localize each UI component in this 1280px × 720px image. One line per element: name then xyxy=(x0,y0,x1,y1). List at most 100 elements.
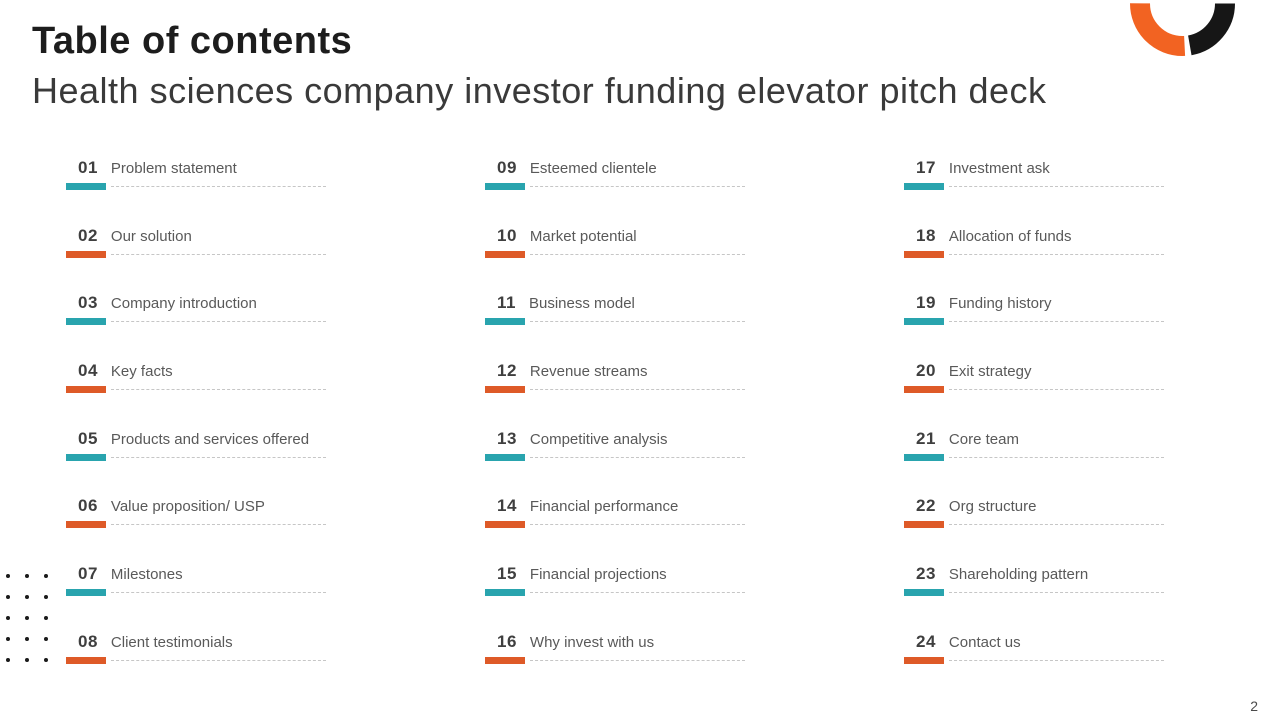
toc-item-16[interactable]: 16 Why invest with us xyxy=(485,632,745,700)
toc-item-20[interactable]: 20 Exit strategy xyxy=(904,361,1164,429)
toc-item-underline xyxy=(485,183,745,190)
accent-bar xyxy=(66,521,106,529)
toc-item-23[interactable]: 23 Shareholding pattern xyxy=(904,564,1164,632)
accent-bar xyxy=(485,250,525,258)
item-label: Financial projections xyxy=(529,566,667,584)
page-subtitle: Health sciences company investor funding… xyxy=(32,69,1047,111)
toc-item-15[interactable]: 15 Financial projections xyxy=(485,564,745,632)
toc-item-heading: 24 Contact us xyxy=(904,632,1164,653)
toc-item-underline xyxy=(485,453,745,461)
dot xyxy=(6,616,10,620)
toc-item-heading: 09 Esteemed clientele xyxy=(485,158,745,179)
dot xyxy=(6,658,10,662)
toc-item-09[interactable]: 09 Esteemed clientele xyxy=(485,158,745,226)
accent-bar xyxy=(66,656,106,664)
item-number: 08 xyxy=(78,631,98,651)
toc-item-22[interactable]: 22 Org structure xyxy=(904,496,1164,564)
item-label: Org structure xyxy=(948,498,1037,516)
dot xyxy=(6,637,10,641)
item-number: 19 xyxy=(916,293,936,313)
dashed-line xyxy=(530,186,745,187)
dashed-line xyxy=(530,321,745,323)
toc-item-21[interactable]: 21 Core team xyxy=(904,429,1164,497)
item-number: 01 xyxy=(78,158,98,177)
toc-item-01[interactable]: 01 Problem statement xyxy=(66,158,326,226)
toc-item-07[interactable]: 07 Milestones xyxy=(66,564,326,632)
toc-item-heading: 03 Company introduction xyxy=(66,293,326,314)
item-label: Esteemed clientele xyxy=(529,160,657,177)
dashed-line xyxy=(949,524,1164,526)
accent-bar xyxy=(485,183,525,190)
item-label: Market potential xyxy=(529,227,637,245)
toc-item-17[interactable]: 17 Investment ask xyxy=(904,158,1164,226)
item-label: Revenue streams xyxy=(529,363,648,381)
dashed-line xyxy=(530,524,745,526)
item-number: 13 xyxy=(497,428,517,448)
item-number: 07 xyxy=(78,564,98,584)
toc-column-1: 01 Problem statement 02 Our solution 03 … xyxy=(66,158,326,700)
accent-bar xyxy=(904,453,944,461)
toc-item-heading: 15 Financial projections xyxy=(485,564,745,585)
toc-item-underline xyxy=(66,656,326,664)
toc-item-underline xyxy=(66,589,326,597)
item-label: Shareholding pattern xyxy=(948,566,1089,584)
dot xyxy=(6,574,10,578)
accent-bar xyxy=(485,453,525,461)
dot xyxy=(44,658,48,662)
toc-item-heading: 14 Financial performance xyxy=(485,496,745,517)
item-label: Exit strategy xyxy=(948,363,1032,381)
toc-item-underline xyxy=(66,453,326,461)
dot xyxy=(44,616,48,620)
toc-item-03[interactable]: 03 Company introduction xyxy=(66,293,326,361)
item-label: Client testimonials xyxy=(110,633,233,651)
accent-bar xyxy=(485,386,525,394)
toc-item-10[interactable]: 10 Market potential xyxy=(485,226,745,294)
toc-item-08[interactable]: 08 Client testimonials xyxy=(66,632,326,700)
dot xyxy=(44,595,48,599)
dashed-line xyxy=(111,524,326,526)
item-number: 18 xyxy=(916,225,936,245)
toc-item-heading: 01 Problem statement xyxy=(66,158,326,179)
item-number: 12 xyxy=(497,361,517,381)
dashed-line xyxy=(949,659,1164,661)
toc-item-05[interactable]: 05 Products and services offered xyxy=(66,429,326,497)
toc-item-13[interactable]: 13 Competitive analysis xyxy=(485,429,745,497)
dashed-line xyxy=(111,321,326,323)
toc-item-underline xyxy=(904,521,1164,529)
accent-bar xyxy=(485,318,525,326)
ring-logo-icon xyxy=(1130,0,1240,60)
item-number: 09 xyxy=(497,158,517,177)
accent-bar xyxy=(904,589,944,597)
toc-item-heading: 17 Investment ask xyxy=(904,158,1164,179)
item-label: Products and services offered xyxy=(110,430,310,448)
dashed-line xyxy=(111,456,326,458)
item-number: 03 xyxy=(78,293,98,313)
toc-item-11[interactable]: 11 Business model xyxy=(485,293,745,361)
toc-item-24[interactable]: 24 Contact us xyxy=(904,632,1164,700)
accent-bar xyxy=(904,183,944,190)
toc-item-14[interactable]: 14 Financial performance xyxy=(485,496,745,564)
dashed-line xyxy=(530,389,745,391)
dot xyxy=(25,595,29,599)
dashed-line xyxy=(111,592,326,594)
toc-item-heading: 19 Funding history xyxy=(904,293,1164,314)
toc-item-06[interactable]: 06 Value proposition/ USP xyxy=(66,496,326,564)
toc-item-02[interactable]: 02 Our solution xyxy=(66,226,326,294)
accent-bar xyxy=(66,183,106,190)
toc-item-12[interactable]: 12 Revenue streams xyxy=(485,361,745,429)
dashed-line xyxy=(949,186,1164,187)
dot xyxy=(6,595,10,599)
toc-item-heading: 22 Org structure xyxy=(904,496,1164,517)
dashed-line xyxy=(111,389,326,391)
page-title: Table of contents xyxy=(32,20,353,62)
dot xyxy=(44,637,48,641)
toc-item-19[interactable]: 19 Funding history xyxy=(904,293,1164,361)
toc-item-04[interactable]: 04 Key facts xyxy=(66,361,326,429)
dot xyxy=(25,637,29,641)
item-label: Funding history xyxy=(948,295,1052,313)
toc-item-heading: 20 Exit strategy xyxy=(904,361,1164,382)
toc-item-heading: 13 Competitive analysis xyxy=(485,429,745,450)
item-label: Core team xyxy=(948,430,1019,448)
toc-item-18[interactable]: 18 Allocation of funds xyxy=(904,226,1164,294)
dashed-line xyxy=(949,253,1164,255)
